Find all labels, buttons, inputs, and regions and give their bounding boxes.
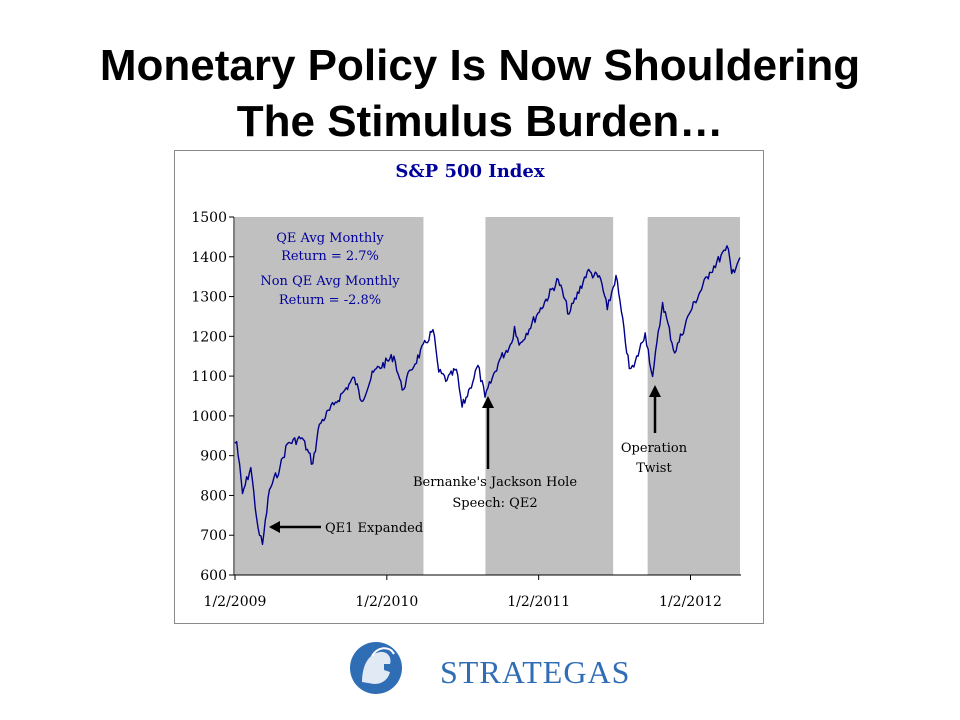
y-tick-label-1100: 1100 (191, 369, 227, 385)
qe2-arrowhead (482, 396, 494, 408)
twist-label-line-1: Operation (621, 441, 688, 456)
slide-title: Monetary Policy Is Now Shouldering The S… (0, 38, 960, 150)
x-tick-label-2: 1/2/2010 (355, 594, 418, 610)
nonqe-avg-label-line-2: Return = -2.8% (279, 293, 381, 308)
nonqe-avg-label-line-1: Non QE Avg Monthly (260, 274, 400, 289)
y-tick-label-1000: 1000 (191, 409, 227, 425)
twist-label-line-2: Twist (636, 461, 672, 476)
slide-title-line-1: Monetary Policy Is Now Shouldering (99, 41, 861, 90)
sp500-line-chart: 600 700 800 900 1000 1100 1200 1300 1400 1500 1/2/… (191, 210, 741, 610)
qe1-arrowhead (269, 521, 280, 533)
chart-title: S&P 500 Index (395, 161, 545, 182)
y-tick-label-1500: 1500 (191, 210, 227, 226)
y-tick-label-800: 800 (200, 488, 227, 504)
qe-period-shade-3 (647, 217, 740, 575)
qe1-label: QE1 Expanded (325, 521, 423, 536)
sp500-series-line (234, 245, 741, 546)
y-tick-label-900: 900 (200, 449, 227, 465)
qe-period-shade-2 (485, 217, 614, 575)
strategas-logo: STRATEGAS (348, 636, 629, 700)
y-tick-label-1400: 1400 (191, 250, 227, 266)
y-tick-label-1300: 1300 (191, 290, 227, 306)
qe-avg-label-line-2: Return = 2.7% (281, 249, 379, 264)
slide-title-line-2: The Stimulus Burden… (236, 97, 724, 146)
qe-avg-label-line-1: QE Avg Monthly (276, 231, 384, 246)
chart-frame: S&P 500 Index 600 700 800 900 1000 1100 1200 13… (174, 150, 764, 624)
twist-arrowhead (649, 385, 661, 397)
y-tick-label-600: 600 (200, 568, 227, 584)
logo-wordmark: STRATEGAS (440, 654, 631, 690)
qe2-label-line-1: Bernanke's Jackson Hole (413, 475, 577, 490)
y-tick-label-1200: 1200 (191, 329, 227, 345)
qe2-label-line-2: Speech: QE2 (452, 496, 537, 511)
x-tick-label-1: 1/2/2009 (204, 594, 267, 610)
helmet-emblem-icon (350, 642, 402, 694)
x-tick-label-4: 1/2/2012 (659, 594, 722, 610)
y-tick-label-700: 700 (200, 528, 227, 544)
x-tick-label-3: 1/2/2011 (507, 594, 570, 610)
